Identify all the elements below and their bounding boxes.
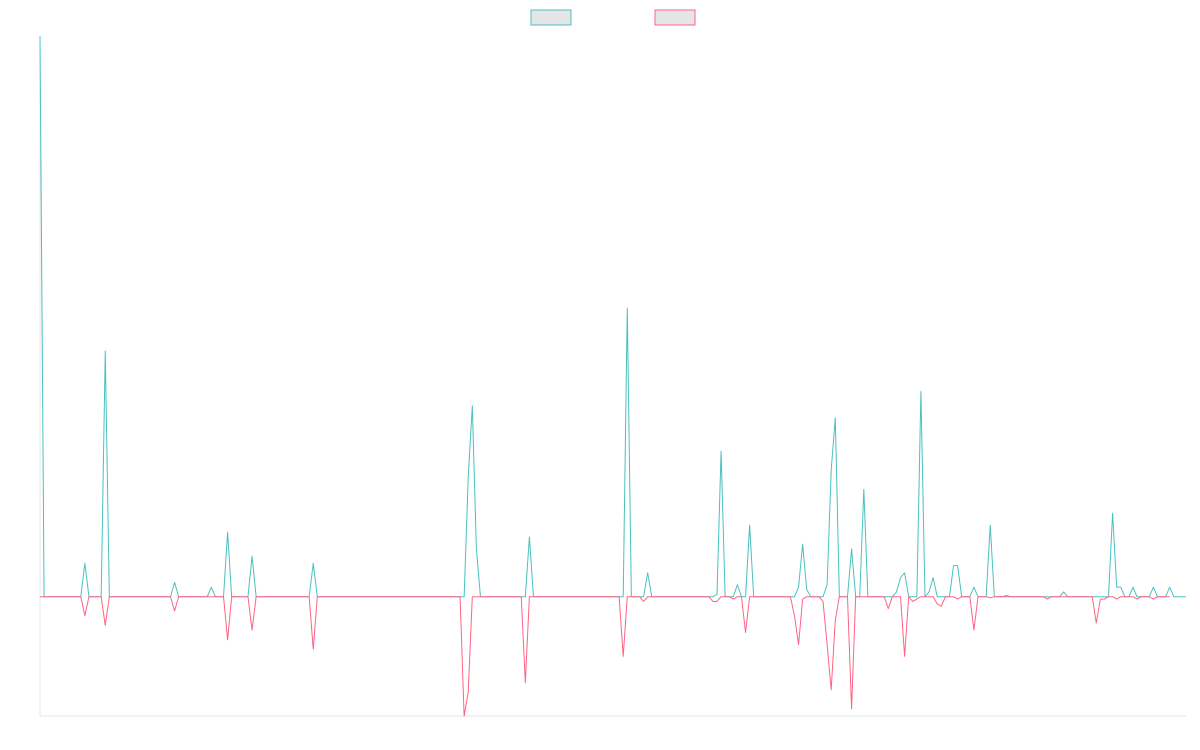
chart-axes: [39, 36, 1186, 717]
legend-swatch-1[interactable]: [530, 9, 572, 26]
chart-legend: [530, 9, 696, 26]
legend-swatch-2[interactable]: [654, 9, 696, 26]
series-line-1: [39, 35, 1186, 598]
series-line-2: [40, 596, 1170, 717]
chart-series-group: [39, 35, 1186, 717]
